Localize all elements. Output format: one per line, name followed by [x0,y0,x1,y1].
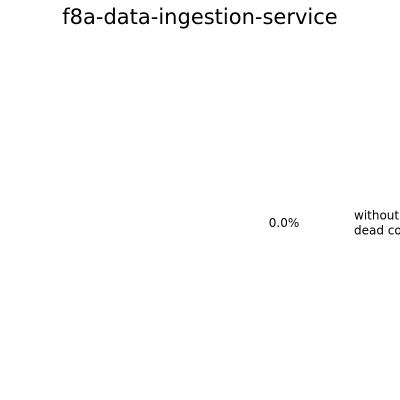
slice-category-label-line: dead code [354,224,400,238]
chart-title: f8a-data-ingestion-service [62,5,338,29]
slice-category-label-line: without [354,209,399,223]
slice-percent-label: 0.0% [269,216,300,230]
